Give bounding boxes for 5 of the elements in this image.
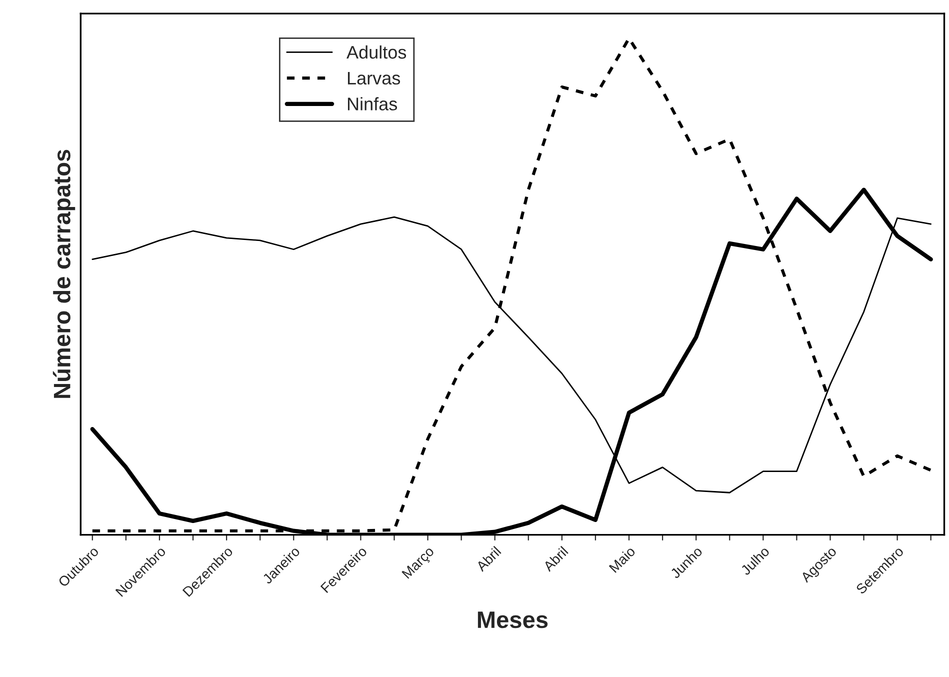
legend-label: Larvas (348, 72, 400, 85)
x-axis-title: Meses (478, 612, 548, 628)
y-axis-title: Número de carrapatos (52, 150, 76, 398)
legend-label: Adultos (346, 45, 406, 59)
legend-label: Ninfas (348, 97, 398, 110)
